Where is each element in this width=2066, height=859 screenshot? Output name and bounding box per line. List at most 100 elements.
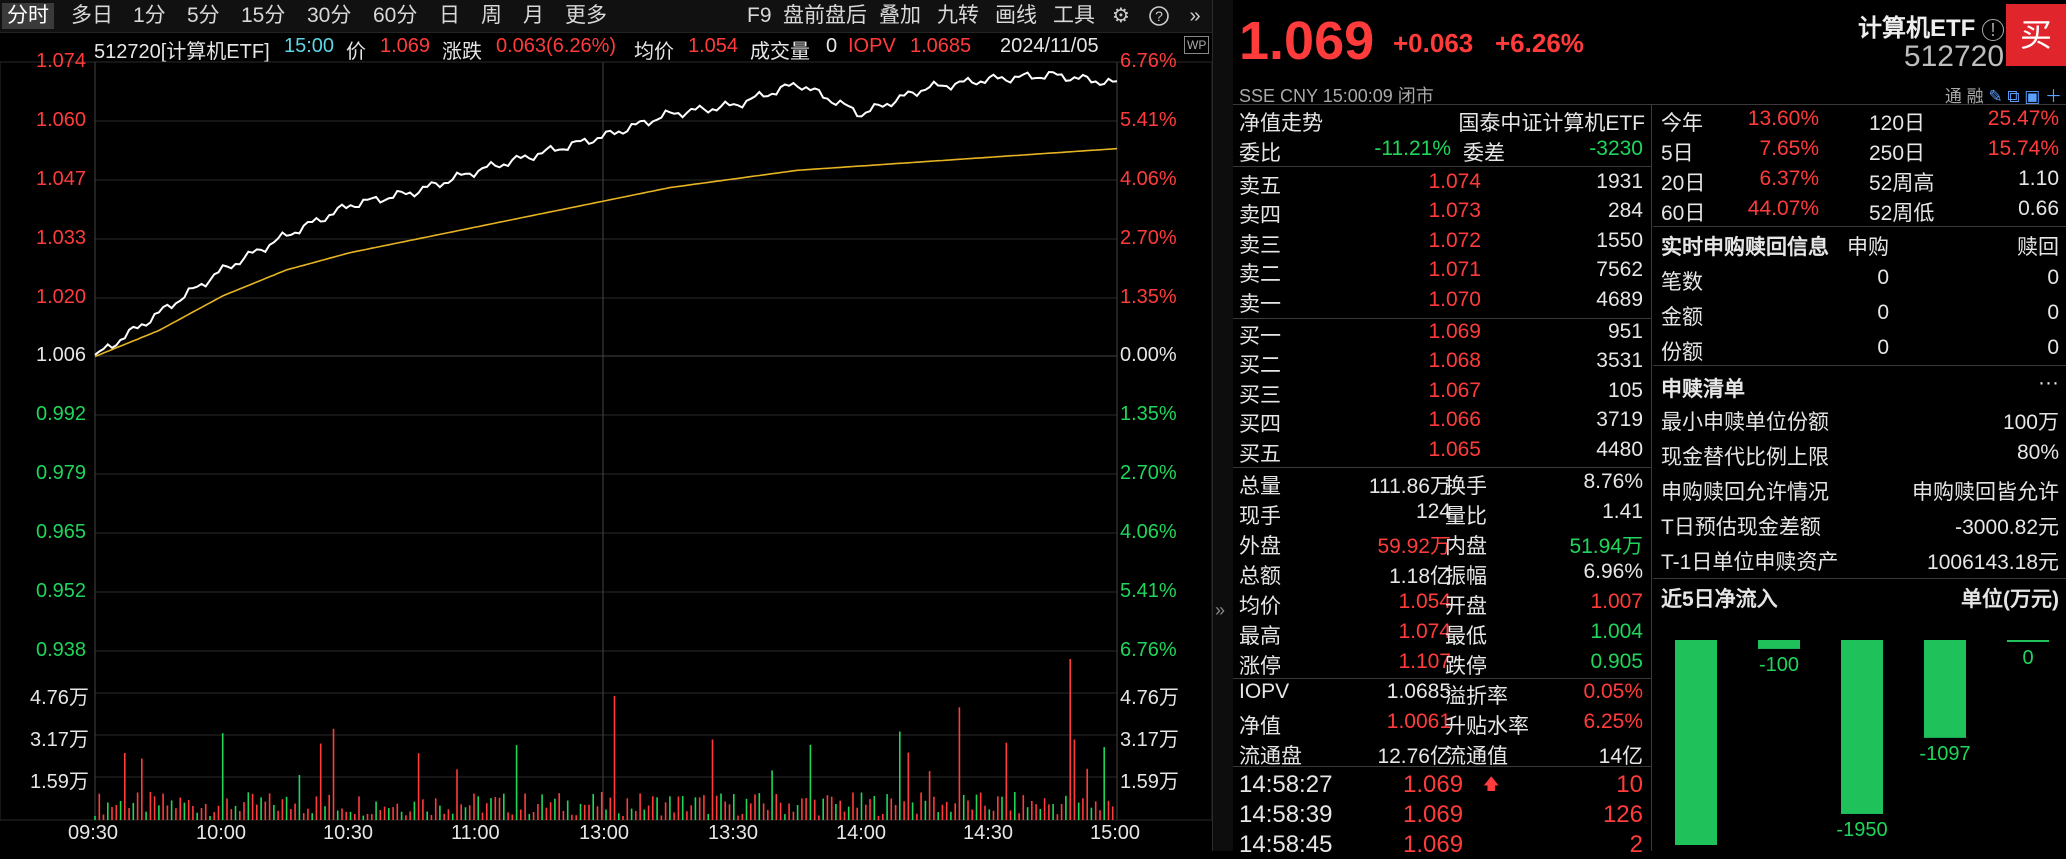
tab-30min[interactable]: 30分 bbox=[307, 4, 352, 27]
f9-button[interactable]: F9 bbox=[747, 4, 772, 27]
volume-bar bbox=[388, 808, 390, 820]
volume-bar bbox=[226, 798, 228, 820]
tab-15min[interactable]: 15分 bbox=[241, 4, 286, 27]
gear-icon[interactable]: ⚙ bbox=[1112, 5, 1130, 27]
volume-bar bbox=[520, 809, 522, 820]
volume-bar bbox=[1111, 806, 1114, 820]
bid-level-label: 买五 bbox=[1239, 442, 1281, 466]
iopv-stat-label: 升贴水率 bbox=[1445, 715, 1529, 738]
ask-level-label: 卖五 bbox=[1239, 175, 1281, 198]
volume-bar bbox=[558, 793, 560, 820]
volume-bar bbox=[460, 804, 462, 820]
popout-icon[interactable]: ⧉ bbox=[2007, 87, 2020, 106]
ask-price: 1.074 bbox=[1428, 170, 1481, 193]
volume-bar bbox=[1005, 742, 1008, 820]
tab-multi-day[interactable]: 多日 bbox=[71, 4, 113, 27]
volume-bar bbox=[473, 793, 475, 820]
stat-label: 振幅 bbox=[1445, 565, 1487, 588]
tools-button[interactable]: 工具 bbox=[1053, 4, 1095, 27]
tab-day[interactable]: 日 bbox=[439, 4, 460, 27]
vol-tick-right-0: 4.76万 bbox=[1120, 687, 1179, 709]
ask-volume: 7562 bbox=[1596, 258, 1643, 282]
volume-bar bbox=[635, 810, 637, 820]
net-inflow-unit: 单位(万元) bbox=[1961, 588, 2059, 611]
y-tick-left-1: 1.060 bbox=[36, 109, 87, 131]
y-tick-left-8: 0.965 bbox=[36, 521, 87, 543]
panel-collapse-handle[interactable]: » bbox=[1212, 0, 1234, 851]
volume-bar bbox=[119, 800, 122, 820]
volume-bar bbox=[860, 792, 863, 820]
security-code-name: 512720[计算机ETF] bbox=[94, 41, 270, 63]
vol-tick-left-1: 3.17万 bbox=[30, 729, 89, 751]
tab-60min[interactable]: 60分 bbox=[373, 4, 418, 27]
tab-1min[interactable]: 1分 bbox=[133, 4, 166, 27]
volume-bar bbox=[750, 803, 752, 820]
volume-bar bbox=[916, 813, 918, 820]
volume-bar bbox=[801, 798, 803, 820]
creation-list-value: -3000.82元 bbox=[1955, 516, 2059, 539]
pre-post-market-button[interactable]: 盘前盘后 bbox=[783, 4, 867, 27]
volume-bar bbox=[451, 813, 454, 820]
volume-bar bbox=[468, 805, 471, 820]
y-tick-right-7: 2.70% bbox=[1120, 462, 1177, 484]
row-divider bbox=[1233, 166, 1651, 167]
row-divider bbox=[1233, 467, 1651, 468]
chevron-right-icon[interactable]: » bbox=[1215, 600, 1226, 620]
bid-volume: 3531 bbox=[1596, 349, 1643, 373]
inflow-bar-label: 0 bbox=[2022, 647, 2033, 669]
price-chart-svg[interactable] bbox=[0, 0, 1212, 851]
inflow-bar-label: -100 bbox=[1759, 654, 1799, 676]
stat-label: 内盘 bbox=[1445, 535, 1487, 558]
x-tick-1300: 13:00 bbox=[579, 822, 630, 844]
price-line bbox=[94, 70, 1118, 356]
volume-bar bbox=[439, 805, 441, 820]
volume-bar bbox=[1001, 796, 1003, 820]
volume-bar bbox=[592, 793, 594, 820]
volume-bar bbox=[809, 744, 812, 820]
volume-bar bbox=[277, 810, 279, 820]
iopv-stat-label: 流通值 bbox=[1445, 745, 1508, 768]
volume-bar bbox=[145, 811, 147, 820]
volume-bar bbox=[494, 797, 497, 820]
volume-bar bbox=[175, 808, 177, 820]
ask-volume: 284 bbox=[1607, 199, 1643, 223]
volume-bar bbox=[954, 803, 956, 820]
iopv-value: 1.0685 bbox=[910, 35, 972, 57]
row-divider bbox=[1233, 318, 1651, 319]
volume-bar bbox=[204, 804, 207, 820]
volume-bar bbox=[400, 811, 403, 820]
volume-bar bbox=[366, 813, 369, 820]
help-icon[interactable]: ? bbox=[1146, 3, 1172, 29]
y-tick-right-4: 1.35% bbox=[1120, 286, 1177, 308]
double-chevron-right-icon[interactable]: » bbox=[1189, 5, 1201, 27]
volume-bar bbox=[903, 801, 905, 820]
tab-week[interactable]: 周 bbox=[481, 4, 502, 27]
add-icon[interactable]: ＋ bbox=[2045, 87, 2062, 106]
volume-bar bbox=[724, 801, 726, 820]
more-icon[interactable]: ··· bbox=[2038, 371, 2059, 394]
volume-bar bbox=[409, 811, 411, 820]
volume-bar bbox=[1107, 800, 1110, 820]
tab-month[interactable]: 月 bbox=[523, 4, 544, 27]
tab-more[interactable]: 更多 bbox=[565, 4, 607, 27]
volume-bar bbox=[745, 798, 748, 820]
nine-turn-button[interactable]: 九转 bbox=[937, 4, 979, 27]
draw-line-button[interactable]: 画线 bbox=[995, 4, 1037, 27]
inflow-bar bbox=[2007, 640, 2049, 642]
volume-bar bbox=[349, 811, 352, 820]
tab-5min[interactable]: 5分 bbox=[187, 4, 220, 27]
overlay-button[interactable]: 叠加 bbox=[879, 4, 921, 27]
volume-bar bbox=[822, 798, 824, 820]
x-tick-1030: 10:30 bbox=[323, 822, 374, 844]
commission-ratio-value: -11.21% bbox=[1374, 137, 1451, 160]
volume-label: 成交量 bbox=[750, 41, 810, 63]
info-icon[interactable]: ! bbox=[1982, 19, 2004, 41]
buy-button[interactable]: 买 bbox=[2006, 4, 2066, 66]
wp-icon[interactable]: WP bbox=[1184, 36, 1210, 54]
volume-bar bbox=[852, 792, 854, 820]
camera-icon[interactable]: ▣ bbox=[2024, 87, 2041, 106]
tab-intraday[interactable]: 分时 bbox=[2, 3, 54, 29]
edit-icon[interactable]: ✎ bbox=[1988, 87, 2003, 106]
volume-bar bbox=[243, 802, 245, 820]
volume-bar bbox=[813, 799, 816, 820]
